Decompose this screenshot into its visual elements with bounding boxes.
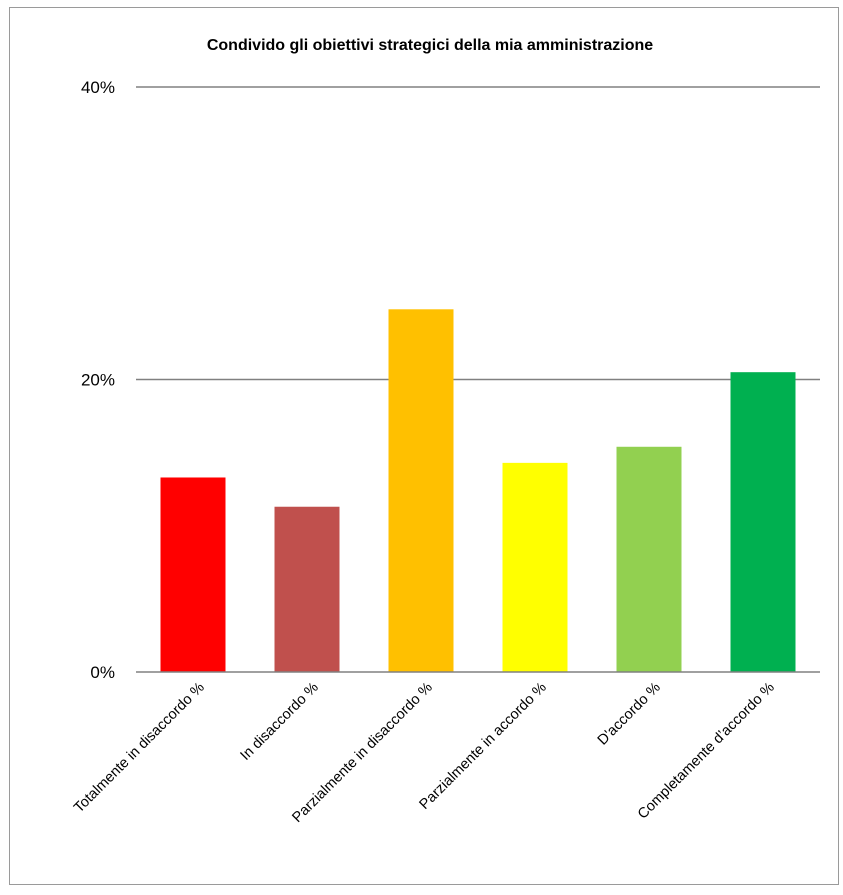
bar xyxy=(160,477,226,672)
y-axis-ticks: 0% 20% 40% xyxy=(81,78,115,682)
chart-title: Condivido gli obiettivi strategici della… xyxy=(207,37,653,54)
x-category-label: Parzialmente in accordo % xyxy=(417,679,550,812)
x-category-label: Totalmente in disaccordo % xyxy=(71,679,208,816)
bar xyxy=(274,506,340,672)
x-category-label: D'accordo % xyxy=(595,679,664,748)
bar xyxy=(502,462,568,672)
x-category-label: In disaccordo % xyxy=(238,679,322,763)
gridlines xyxy=(136,86,820,381)
x-axis-category-labels: Totalmente in disaccordo % In disaccordo … xyxy=(71,679,778,825)
y-tick-label: 0% xyxy=(90,663,115,682)
bars xyxy=(160,309,796,672)
bar xyxy=(616,446,682,672)
bar xyxy=(730,372,796,672)
x-category-label: Parzialmente in disaccordo % xyxy=(289,679,435,825)
y-tick-label: 40% xyxy=(81,78,115,97)
x-category-label: Completamente d’accordo % xyxy=(635,679,778,822)
y-tick-label: 20% xyxy=(81,371,115,390)
bar xyxy=(388,309,454,672)
